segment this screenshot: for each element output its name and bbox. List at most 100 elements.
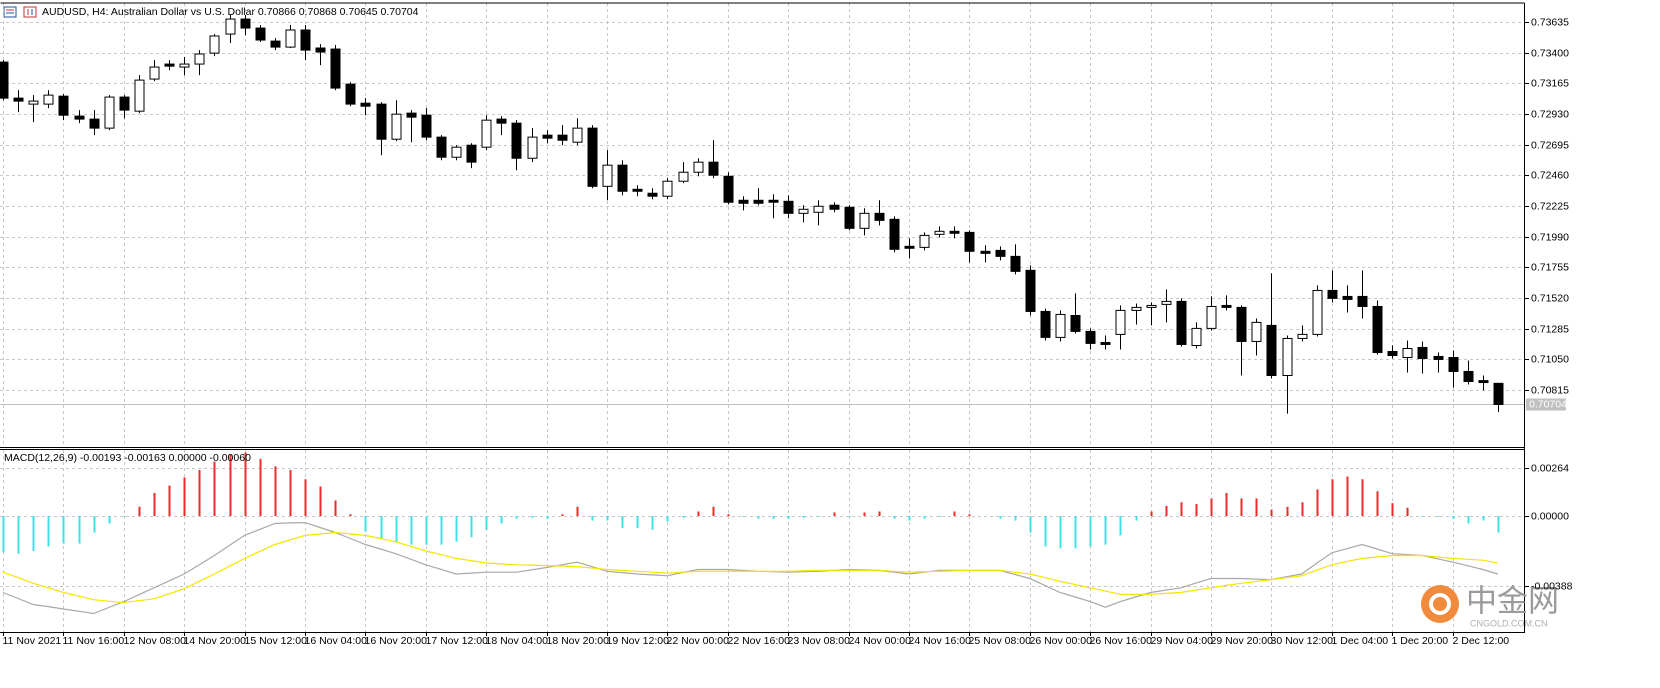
candle-body xyxy=(28,100,39,105)
candle-body xyxy=(1221,304,1232,308)
candle-body xyxy=(844,206,855,229)
candle-body xyxy=(647,192,658,197)
candle-body xyxy=(0,61,9,99)
candle-body xyxy=(753,199,764,204)
candle-body xyxy=(1478,380,1489,384)
candle-body xyxy=(542,134,553,139)
candle-body xyxy=(1040,310,1051,338)
y-tick-label: 0.71050 xyxy=(1531,353,1569,365)
x-tick-label: 30 Nov 12:00 xyxy=(1271,635,1334,647)
candle-body xyxy=(934,230,945,235)
x-tick-label: 11 Nov 16:00 xyxy=(63,635,125,647)
candle-body xyxy=(406,112,417,118)
candle-body xyxy=(949,230,960,234)
candle-body xyxy=(723,175,734,203)
candle-body xyxy=(1236,306,1247,342)
candle-body xyxy=(1131,306,1142,311)
candle-body xyxy=(330,48,341,89)
indicator-title: MACD(12,26,9) -0.00193 -0.00163 0.00000 … xyxy=(4,452,251,464)
x-tick-label: 18 Nov 04:00 xyxy=(486,635,549,647)
candle-body xyxy=(768,199,779,203)
x-tick-label: 26 Nov 00:00 xyxy=(1030,635,1093,647)
candle-body xyxy=(149,66,160,80)
candle-body xyxy=(1070,314,1081,332)
candle-body xyxy=(1251,321,1262,342)
marks-layer xyxy=(0,15,1504,615)
symbol-icon xyxy=(3,6,37,18)
candle-body xyxy=(738,199,749,204)
x-tick-label: 29 Nov 20:00 xyxy=(1211,635,1274,647)
candle-body xyxy=(1342,295,1353,300)
candle-body xyxy=(1327,289,1338,299)
candle-body xyxy=(270,40,281,48)
current-price-box xyxy=(1526,398,1566,411)
candle-body xyxy=(1100,341,1111,345)
watermark-text: 中金网 xyxy=(1466,584,1559,620)
y-tick-label: 0.73400 xyxy=(1531,47,1569,59)
candle-body xyxy=(1433,355,1444,360)
y-tick-label: 0.71990 xyxy=(1531,231,1569,243)
watermark-logo xyxy=(1429,593,1451,615)
candle-body xyxy=(194,53,205,65)
x-tick-label: 11 Nov 2021 xyxy=(3,635,62,647)
x-tick-label: 24 Nov 16:00 xyxy=(909,635,972,647)
candle-body xyxy=(345,83,356,105)
y-tick-label: 0.71520 xyxy=(1531,292,1569,304)
candle-body xyxy=(376,103,387,140)
x-tick-label: 15 Nov 12:00 xyxy=(245,635,308,647)
x-tick-label: 22 Nov 16:00 xyxy=(728,635,791,647)
candle-body xyxy=(829,204,840,210)
candle-body xyxy=(964,231,975,252)
candle-body xyxy=(360,102,371,107)
candle-body xyxy=(693,161,704,173)
candle-body xyxy=(889,218,900,250)
candle-body xyxy=(1297,333,1308,339)
candle-body xyxy=(602,164,613,187)
y-tick-label: 0.73165 xyxy=(1531,77,1569,89)
candle-body xyxy=(1282,337,1293,377)
y-tick-label: 0.70815 xyxy=(1531,384,1569,396)
candle-body xyxy=(391,113,402,140)
x-tick-label: 1 Dec 04:00 xyxy=(1332,635,1389,647)
candle-body xyxy=(315,47,326,53)
candle-body xyxy=(572,127,583,143)
candle-body xyxy=(678,171,689,182)
candle-body xyxy=(557,134,568,141)
candle-body xyxy=(13,97,24,102)
y-tick-label: 0.73635 xyxy=(1531,16,1569,28)
candle-body xyxy=(1206,305,1217,329)
x-tick-label: 24 Nov 00:00 xyxy=(849,635,912,647)
candle-body xyxy=(813,205,824,213)
x-tick-label: 26 Nov 16:00 xyxy=(1090,635,1153,647)
candle-body xyxy=(74,115,85,120)
candle-body xyxy=(58,95,69,116)
candle-body xyxy=(466,144,477,163)
current-price-label: 0.70704 xyxy=(1529,398,1567,410)
x-tick-label: 12 Nov 08:00 xyxy=(124,635,187,647)
y-tick-label: 0.72695 xyxy=(1531,139,1569,151)
candle-body xyxy=(1161,300,1172,305)
candle-body xyxy=(1085,330,1096,344)
candle-body xyxy=(617,164,628,192)
candle-body xyxy=(587,127,598,187)
candle-body xyxy=(89,118,100,129)
candle-body xyxy=(285,29,296,48)
watermark: 中金网 CNGOLD.COM.CN xyxy=(1421,584,1559,628)
candle-body xyxy=(1191,327,1202,346)
x-tick-label: 19 Nov 12:00 xyxy=(607,635,670,647)
y-tick-label: 0.00000 xyxy=(1531,510,1569,522)
candle-body xyxy=(134,79,145,112)
candle-body xyxy=(119,96,130,111)
candle-body xyxy=(980,250,991,254)
candle-body xyxy=(1402,347,1413,358)
candle-body xyxy=(436,136,447,158)
candle-body xyxy=(1372,305,1383,354)
candle-body xyxy=(874,212,885,221)
candle-body xyxy=(1357,295,1368,307)
candle-body xyxy=(1387,350,1398,357)
candle-body xyxy=(179,63,190,68)
y-tick-label: 0.71755 xyxy=(1531,261,1569,273)
x-tick-label: 16 Nov 20:00 xyxy=(365,635,428,647)
candle-body xyxy=(451,146,462,158)
